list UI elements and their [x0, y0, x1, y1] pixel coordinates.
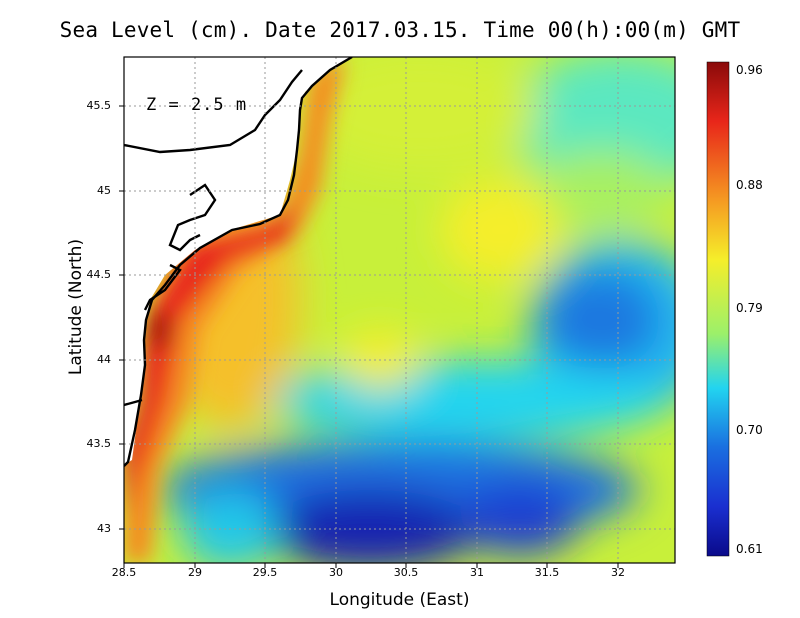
- colorbar-tick-label: 0.79: [736, 301, 763, 315]
- depth-annotation: Z = 2.5 m: [146, 95, 247, 115]
- land-area: [124, 57, 352, 465]
- y-tick-label: 45.5: [86, 99, 112, 112]
- grid-lines: [124, 57, 675, 563]
- y-tick-label: 44: [97, 353, 111, 366]
- tick-marks: [119, 105, 619, 568]
- x-tick-label: 31: [470, 566, 484, 579]
- colorbar-tick-label: 0.96: [736, 63, 763, 77]
- plot-frame: [123, 56, 676, 564]
- colorbar-tick-label: 0.61: [736, 542, 763, 556]
- y-tick-label: 43: [97, 522, 111, 535]
- x-tick-label: 29.5: [252, 566, 278, 579]
- y-axis-label: Latitude (North): [66, 238, 86, 376]
- y-tick-label: 45: [97, 184, 111, 197]
- y-tick-label: 43.5: [86, 437, 112, 450]
- x-tick-label: 32: [611, 566, 625, 579]
- x-tick-label: 29: [188, 566, 202, 579]
- colorbar-tick-label: 0.70: [736, 423, 763, 437]
- colorbar: [706, 61, 730, 557]
- sea-level-field: [124, 57, 675, 563]
- x-tick-label: 30: [329, 566, 343, 579]
- x-axis-label: Longitude (East): [329, 590, 470, 610]
- colorbar-tick-label: 0.88: [736, 178, 763, 192]
- x-tick-label: 30.5: [393, 566, 419, 579]
- x-tick-label: 31.5: [534, 566, 560, 579]
- x-tick-label: 28.5: [111, 566, 137, 579]
- y-tick-label: 44.5: [86, 268, 112, 281]
- map-title: Sea Level (cm). Date 2017.03.15. Time 00…: [59, 18, 741, 42]
